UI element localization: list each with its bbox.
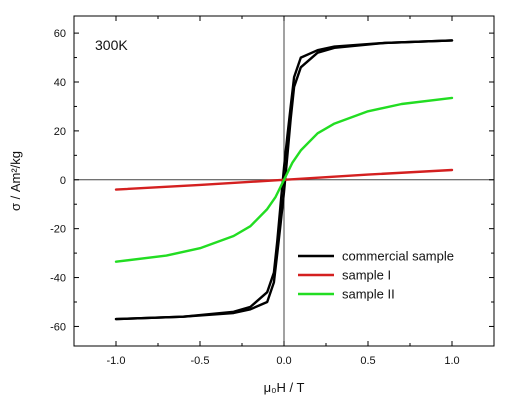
y-tick-label: -60 (50, 321, 66, 333)
series-line-commercial-sample-branch-1 (114, 39, 454, 321)
temperature-annotation: 300K (95, 37, 128, 53)
x-axis-ticks: -1.0 -0.5 0.0 0.5 1.0 (73, 16, 495, 367)
x-tick-label: 0.0 (276, 355, 291, 367)
y-tick-label: -20 (50, 224, 66, 236)
y-tick-label: 60 (54, 28, 66, 40)
y-tick-label: -40 (50, 273, 66, 285)
y-tick-label: 0 (60, 175, 66, 187)
series-line-commercial-sample-branch-0 (114, 39, 454, 321)
legend-label-sample-ii: sample II (342, 287, 395, 302)
y-axis-ticks: -60 -40 -20 0 20 40 60 (50, 28, 494, 333)
x-tick-label: -0.5 (191, 355, 210, 367)
x-tick-label: 1.0 (444, 355, 459, 367)
x-tick-label: -1.0 (107, 355, 126, 367)
y-axis-label: σ / Am²/kg (8, 151, 23, 211)
y-tick-label: 20 (54, 126, 66, 138)
series-line-sample-ii-branch-0 (114, 96, 454, 263)
legend: commercial sample sample I sample II (298, 249, 454, 302)
legend-label-sample-i: sample I (342, 268, 391, 283)
series-group (114, 39, 454, 321)
x-axis-label: μ₀H / T (264, 380, 305, 395)
x-tick-label: 0.5 (360, 355, 375, 367)
legend-label-commercial-sample: commercial sample (342, 249, 454, 264)
y-tick-label: 40 (54, 77, 66, 89)
